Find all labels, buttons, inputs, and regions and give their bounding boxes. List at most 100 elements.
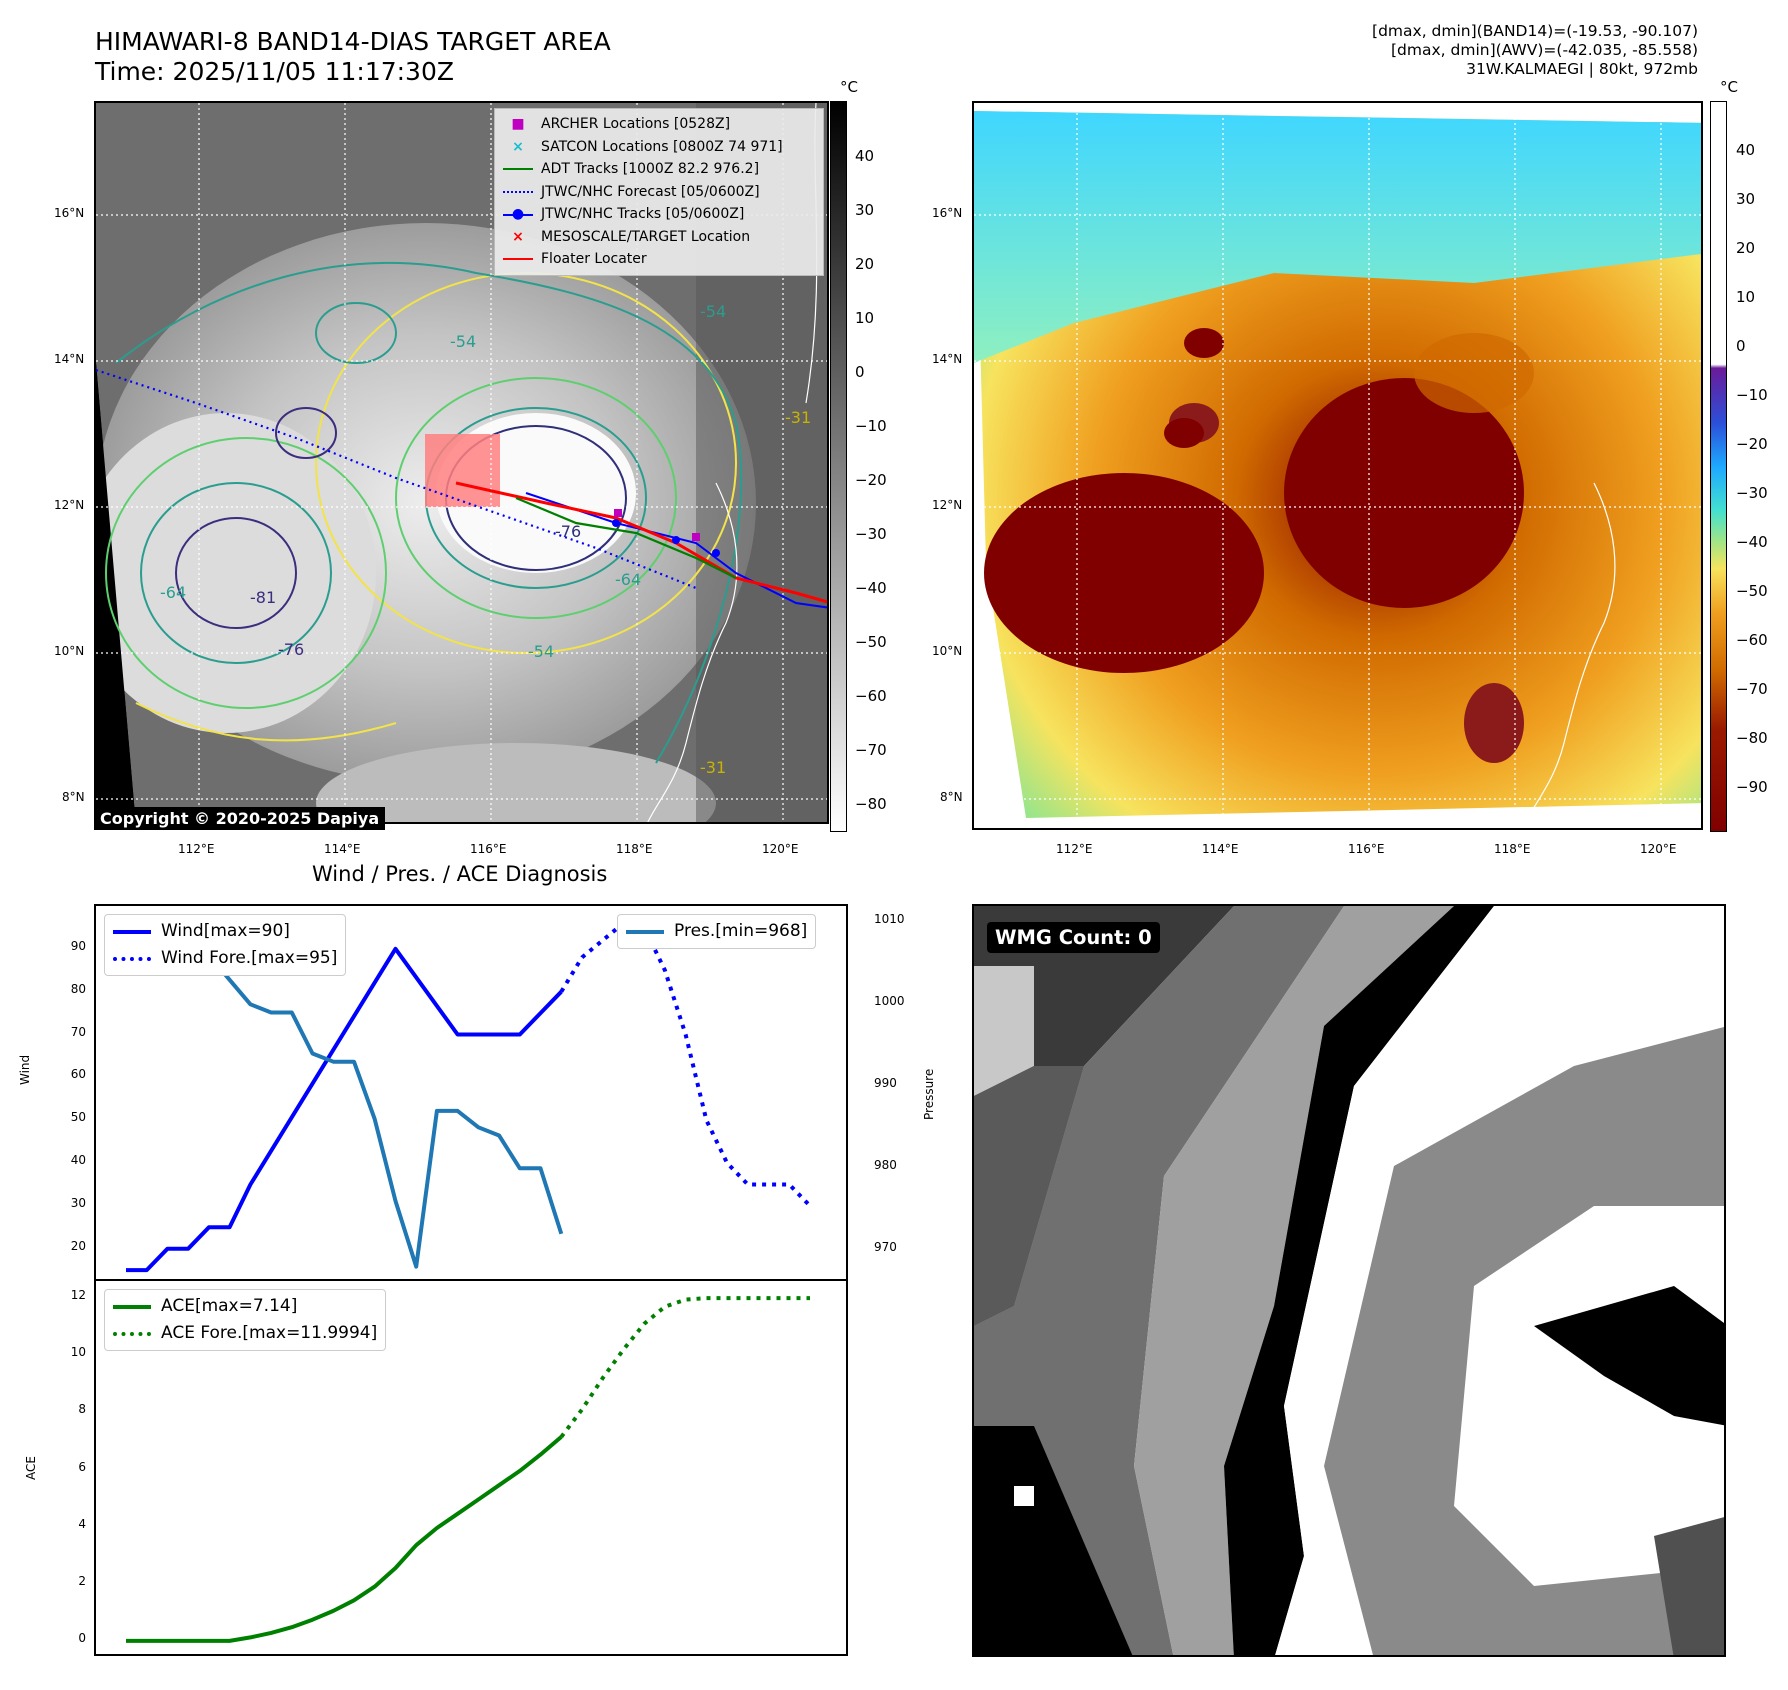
lat-label: 12°N [54, 498, 85, 512]
lat-label: 12°N [932, 498, 963, 512]
colorbar-tick: 0 [1736, 337, 1746, 355]
colorbar-tick: 30 [855, 201, 875, 219]
colorbar-tick: 0 [855, 363, 865, 381]
contour-label: -54 [528, 642, 555, 661]
legend-satcon-label: SATCON Locations [0800Z 74 971] [541, 138, 783, 155]
colorbar-tick: 20 [855, 255, 875, 273]
colorbar-tick: 40 [855, 147, 875, 165]
colorbar-tick: −90 [1736, 778, 1768, 796]
contour-label: -54 [700, 302, 727, 321]
lat-label: 16°N [932, 206, 963, 220]
contour-label: -81 [250, 588, 277, 607]
colorbar-tick: −50 [1736, 582, 1768, 600]
y-tick-label: 30 [70, 1195, 86, 1210]
contour-label: -76 [278, 640, 305, 659]
line-marker-icon [113, 1304, 151, 1309]
colorbar-tick: 10 [1736, 288, 1756, 306]
y-tick-label: 980 [874, 1158, 897, 1173]
ace-plot [126, 1296, 810, 1643]
pressure-axis-label: Pressure [922, 1068, 936, 1120]
x-marker-icon: × [512, 228, 524, 245]
square-marker-icon: ■ [511, 116, 525, 132]
y-tick-label: 0 [78, 1630, 86, 1645]
contour-label: -54 [450, 332, 477, 351]
colorbar-tick: −60 [855, 687, 887, 705]
y-tick-label: 2 [78, 1573, 86, 1588]
colorbar-tick: −80 [855, 795, 887, 813]
legend-wind: Wind[max=90] [113, 918, 337, 945]
line-marker-icon [503, 168, 533, 171]
dmax-awv: [dmax, dmin](AWV)=(-42.035, -85.558) [1391, 41, 1698, 59]
lat-label: 14°N [932, 352, 963, 366]
copyright-badge: Copyright © 2020-2025 Dapiya [94, 807, 386, 830]
lat-label: 10°N [54, 644, 85, 658]
legend-ace-forecast-label: ACE Fore.[max=11.9994] [161, 1323, 378, 1343]
y-tick-label: 40 [70, 1153, 86, 1168]
y-tick-label: 60 [70, 1067, 86, 1082]
series-wind-max-90 [126, 946, 563, 1273]
map-legend: ■ ARCHER Locations [0528Z] × SATCON Locati… [494, 108, 824, 276]
colorbar-tick: −80 [1736, 729, 1768, 747]
legend-ace-forecast: ACE Fore.[max=11.9994] [113, 1320, 377, 1347]
legend-jtwc-forecast-label: JTWC/NHC Forecast [05/0600Z] [541, 183, 760, 200]
colorbar-tick: −70 [1736, 680, 1768, 698]
lon-label: 120°E [762, 842, 799, 856]
ace-axis-label: ACE [24, 1456, 38, 1480]
legend-wind-forecast-label: Wind Fore.[max=95] [161, 948, 338, 968]
line-marker-icon [113, 929, 151, 934]
wmg-image [974, 906, 1724, 1655]
color-colorbar [1710, 101, 1727, 832]
series-ace-fore-max-11-9994 [559, 1296, 810, 1439]
colorbar-tick: −30 [1736, 484, 1768, 502]
y-tick-label: 12 [70, 1288, 86, 1303]
y-tick-label: 1000 [874, 994, 905, 1009]
y-tick-label: 50 [70, 1110, 86, 1125]
legend-jtwc-tracks-label: JTWC/NHC Tracks [05/0600Z] [541, 206, 745, 222]
lon-label: 114°E [1202, 842, 1239, 856]
colorbar-tick: 20 [1736, 239, 1756, 257]
colorbar-tick: −60 [1736, 631, 1768, 649]
series-ace-max-7-14 [126, 1435, 563, 1643]
contour-label: -31 [785, 408, 812, 427]
legend-adt: ADT Tracks [1000Z 82.2 976.2] [503, 158, 815, 181]
lon-label: 112°E [178, 842, 215, 856]
legend-satcon: × SATCON Locations [0800Z 74 971] [503, 136, 815, 159]
legend-pressure-label: Pres.[min=968] [674, 921, 808, 941]
lat-label: 10°N [932, 644, 963, 658]
legend-adt-label: ADT Tracks [1000Z 82.2 976.2] [541, 161, 760, 177]
lon-label: 116°E [470, 842, 507, 856]
wmg-count-badge: WMG Count: 0 [987, 922, 1160, 953]
legend-wind-forecast: Wind Fore.[max=95] [113, 945, 337, 972]
legend-jtwc-tracks: ● JTWC/NHC Tracks [05/0600Z] [503, 203, 815, 226]
diag-title: Wind / Pres. / ACE Diagnosis [312, 862, 608, 886]
contour-label: -31 [700, 758, 727, 777]
colorbar-unit: °C [1720, 78, 1738, 96]
figure-title: HIMAWARI-8 BAND14-DIAS TARGET AREA [95, 27, 611, 56]
legend-pressure: Pres.[min=968] [626, 918, 807, 945]
legend-jtwc-forecast: JTWC/NHC Forecast [05/0600Z] [503, 181, 815, 204]
colorbar-tick: 30 [1736, 190, 1756, 208]
lon-label: 120°E [1640, 842, 1677, 856]
wind-axis-label: Wind [18, 1054, 32, 1085]
x-marker-icon: × [512, 138, 524, 155]
y-tick-label: 80 [70, 981, 86, 996]
wmg-panel [972, 904, 1726, 1657]
color-ir-panel [972, 101, 1703, 830]
colorbar-tick: −30 [855, 525, 887, 543]
colorbar-tick: −50 [855, 633, 887, 651]
series-wind-fore-max-95 [559, 921, 812, 1208]
y-tick-label: 970 [874, 1240, 897, 1255]
dotted-line-icon [503, 190, 533, 193]
lon-label: 118°E [616, 842, 653, 856]
y-tick-label: 990 [874, 1076, 897, 1091]
dotted-line-icon [113, 956, 151, 961]
y-tick-label: 8 [78, 1402, 86, 1417]
legend-floater-label: Floater Locater [541, 251, 647, 267]
legend-mesoscale: × MESOSCALE/TARGET Location [503, 226, 815, 249]
lon-label: 118°E [1494, 842, 1531, 856]
legend-wind-label: Wind[max=90] [161, 921, 290, 941]
colorbar-tick: −70 [855, 741, 887, 759]
contour-label: -76 [555, 522, 582, 541]
colorbar-tick: −10 [855, 417, 887, 435]
legend-floater: Floater Locater [503, 248, 815, 271]
